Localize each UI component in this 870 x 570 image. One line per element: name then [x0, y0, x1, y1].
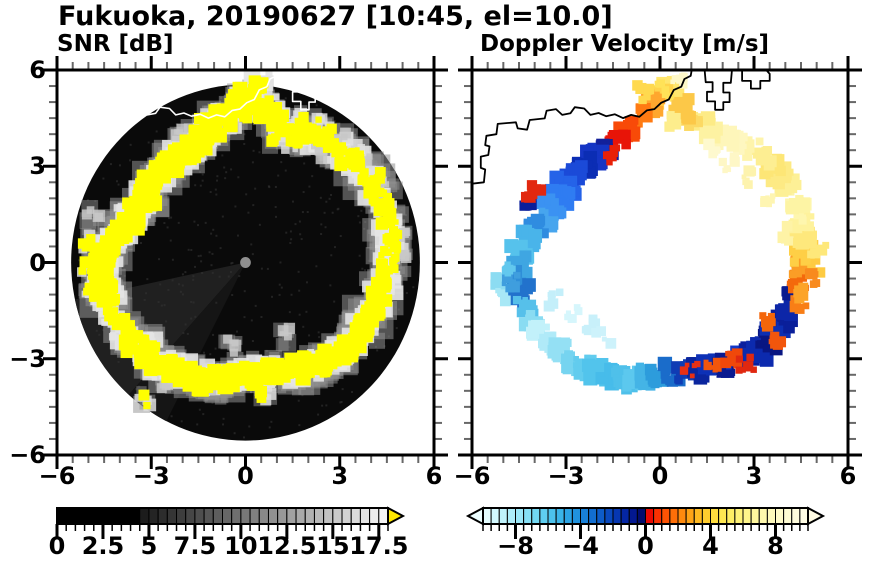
snr-y-tick-label: −3: [9, 344, 46, 373]
velocity-x-tick-label: 0: [651, 462, 669, 490]
velocity-colorbar-tick-label: 0: [637, 532, 654, 560]
snr-colorbar-tick-label: 0: [48, 532, 66, 560]
velocity-x-tick-label: 3: [745, 462, 763, 490]
snr-y-tick-label: −6: [9, 441, 46, 469]
velocity-colorbar-tick-label: −4: [562, 532, 599, 560]
snr-colorbar-tick-label: 15: [316, 532, 350, 560]
snr-colorbar-tick-label: 5: [140, 532, 158, 560]
velocity-panel-title: Doppler Velocity [m/s]: [480, 31, 770, 57]
snr-x-tick-label: 3: [331, 462, 349, 490]
velocity-x-tick-label: 6: [839, 462, 857, 490]
velocity-colorbar: [465, 506, 826, 539]
snr-colorbar-tick-label: 7.5: [173, 532, 217, 560]
snr-y-tick-label: 6: [29, 56, 46, 84]
snr-colorbar-tick-label: 12.5: [257, 532, 317, 560]
velocity-colorbar-tick-label: 4: [702, 532, 719, 560]
velocity-x-tick-label: −6: [453, 462, 491, 490]
velocity-axes: [458, 56, 862, 469]
snr-colorbar-tick-label: 10: [224, 532, 258, 560]
snr-x-tick-label: −3: [132, 462, 170, 490]
velocity-panel-content: [472, 70, 848, 455]
snr-colorbar-tick-label: 2.5: [81, 532, 125, 560]
velocity-x-tick-label: −3: [547, 462, 585, 490]
snr-x-tick-label: −6: [38, 462, 76, 490]
snr-axes: [43, 56, 448, 469]
snr-colorbar-tick-label: 17.5: [349, 532, 409, 560]
velocity-colorbar-tick-label: 8: [767, 532, 784, 560]
snr-x-tick-label: 0: [237, 462, 254, 490]
snr-y-tick-label: 0: [29, 248, 46, 277]
snr-panel-content: [57, 70, 420, 441]
snr-panel-title: SNR [dB]: [57, 31, 174, 57]
velocity-colorbar-tick-label: −8: [497, 532, 534, 560]
snr-x-tick-label: 6: [425, 462, 443, 490]
figure-title: Fukuoka, 20190627 [10:45, el=10.0]: [58, 1, 613, 32]
snr-colorbar: [55, 506, 406, 539]
snr-y-tick-label: 3: [29, 152, 46, 181]
